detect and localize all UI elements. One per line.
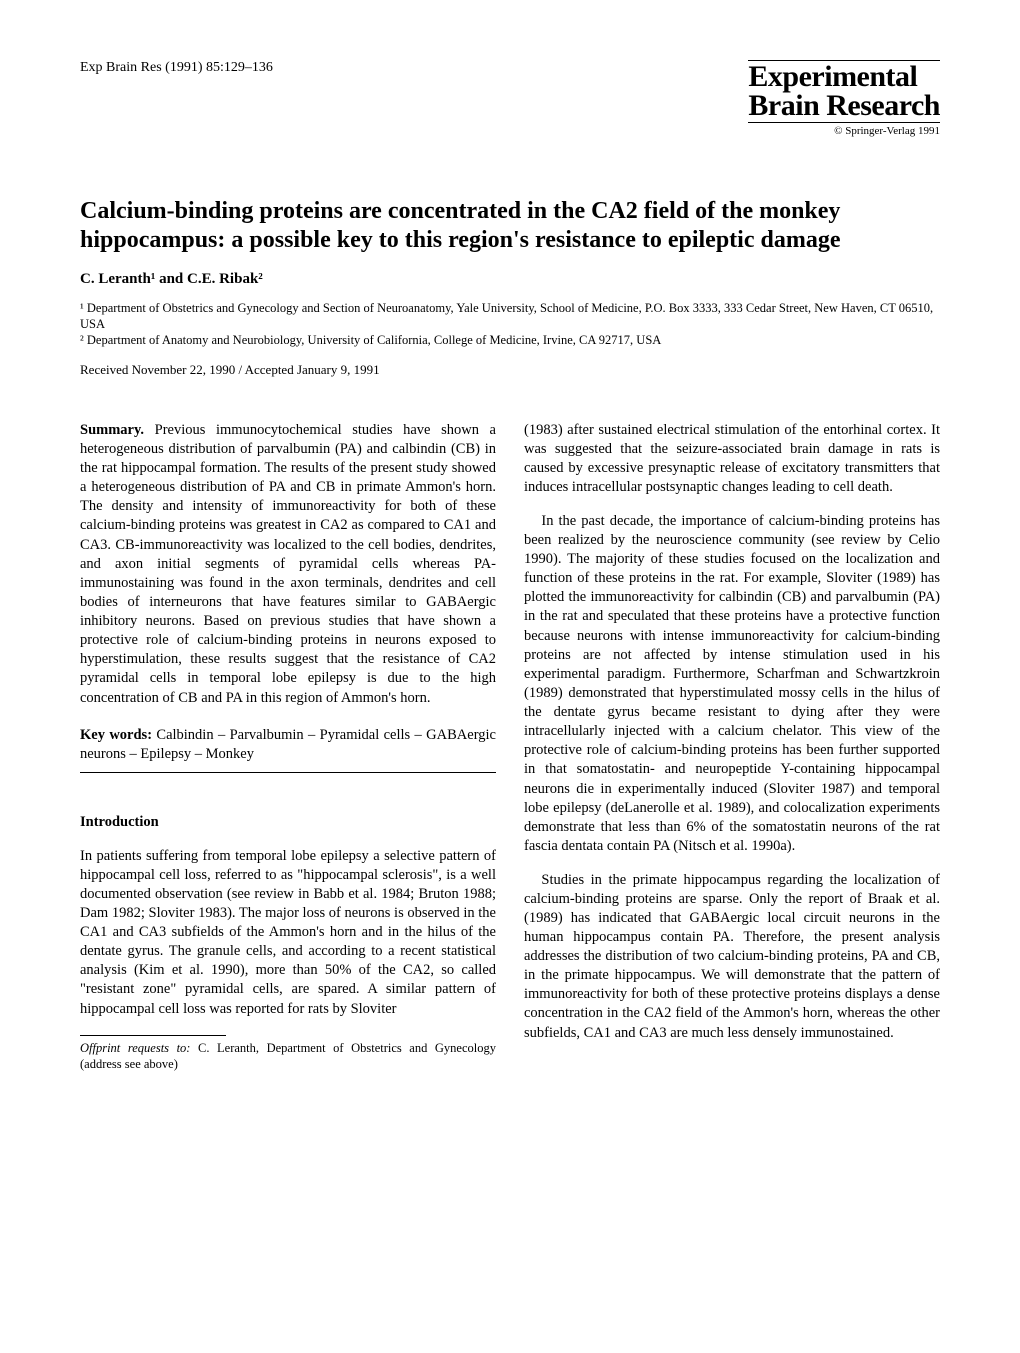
- summary-text: Previous immunocytochemical studies have…: [80, 422, 496, 706]
- offprint-footnote: Offprint requests to: C. Leranth, Depart…: [80, 1040, 496, 1073]
- intro-p1: In patients suffering from temporal lobe…: [80, 847, 496, 1019]
- intro-p2: (1983) after sustained electrical stimul…: [524, 421, 940, 498]
- journal-name-line1: Experimental: [748, 63, 940, 92]
- citation: Exp Brain Res (1991) 85:129–136: [80, 60, 273, 76]
- keywords: Key words: Calbindin – Parvalbumin – Pyr…: [80, 726, 496, 764]
- affiliations: ¹ Department of Obstetrics and Gynecolog…: [80, 300, 940, 349]
- summary-label: Summary.: [80, 422, 144, 438]
- journal-brand: Experimental Brain Research © Springer-V…: [748, 60, 940, 137]
- summary-paragraph: Summary. Previous immunocytochemical stu…: [80, 421, 496, 708]
- journal-name-line2: Brain Research: [748, 92, 940, 121]
- received-accepted-dates: Received November 22, 1990 / Accepted Ja…: [80, 362, 940, 378]
- left-column: Summary. Previous immunocytochemical stu…: [80, 406, 496, 1072]
- footnote-label: Offprint requests to:: [80, 1041, 190, 1055]
- divider-rule: [80, 772, 496, 773]
- authors: C. Leranth¹ and C.E. Ribak²: [80, 271, 940, 288]
- footnote-rule: [80, 1035, 226, 1036]
- right-column: (1983) after sustained electrical stimul…: [524, 406, 940, 1072]
- affiliation-1: ¹ Department of Obstetrics and Gynecolog…: [80, 300, 940, 333]
- header-row: Exp Brain Res (1991) 85:129–136 Experime…: [80, 60, 940, 137]
- copyright: © Springer-Verlag 1991: [748, 125, 940, 137]
- keywords-label: Key words:: [80, 727, 152, 743]
- affiliation-2: ² Department of Anatomy and Neurobiology…: [80, 332, 940, 348]
- body-columns: Summary. Previous immunocytochemical stu…: [80, 406, 940, 1072]
- intro-p3: In the past decade, the importance of ca…: [524, 512, 940, 856]
- introduction-heading: Introduction: [80, 813, 496, 832]
- article-title: Calcium-binding proteins are concentrate…: [80, 197, 940, 255]
- intro-p4: Studies in the primate hippocampus regar…: [524, 871, 940, 1043]
